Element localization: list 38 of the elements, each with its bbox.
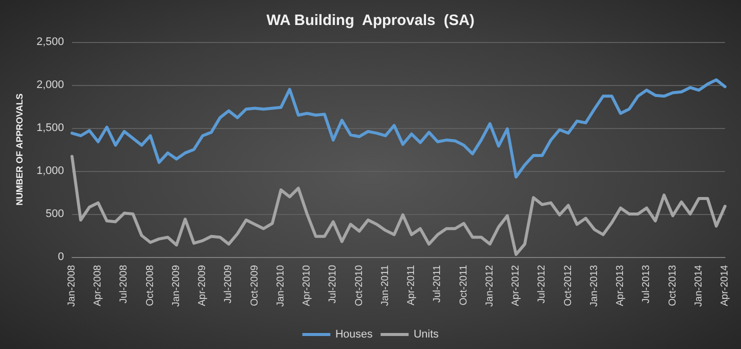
x-tick-label: Jul-2010 [328,264,339,304]
y-tick-label: 2,500 [36,36,64,48]
x-tick-label: Jul-2011 [432,264,444,303]
x-tick-label: Jul-2013 [641,264,652,304]
x-tick-label: Jan-2013 [588,264,600,307]
x-tick-label: Jul-2009 [223,264,234,304]
x-tick-label: Jan-2010 [275,264,286,307]
x-tick-label: Jul-2008 [118,264,130,304]
x-tick-label: Apr-2010 [302,264,313,306]
line-series [70,154,726,256]
legend-label: Houses [335,328,374,340]
x-tick-label: Apr-2013 [615,264,626,306]
y-tick-label: 500 [46,208,64,220]
x-tick-label: Oct-2008 [144,264,156,306]
y-tick-label: 1,500 [36,122,64,134]
y-tick-label: 0 [58,251,64,263]
x-tick-label: Apr-2011 [406,264,418,306]
line-series [70,78,726,179]
x-tick-label: Jan-2014 [693,264,704,307]
x-tick-label: Apr-2014 [720,264,730,306]
chart-title: WA Building Approvals (SA) [266,12,475,29]
x-tick-label: Jan-2011 [380,264,391,306]
y-tick-label: 1,000 [36,165,64,177]
x-tick-label: Jan-2008 [66,264,78,307]
x-tick-label: Oct-2011 [458,264,470,306]
legend-label: Units [414,328,440,340]
x-tick-label: Jan-2009 [170,264,182,307]
x-tick-label: Apr-2012 [510,264,522,306]
y-tick-label: 2,000 [36,79,64,91]
x-tick-label: Jul-2012 [536,264,548,304]
x-tick-label: Oct-2010 [354,264,365,306]
x-tick-label: Apr-2009 [197,264,208,306]
x-tick-label: Oct-2012 [562,264,574,306]
x-tick-label: Jan-2012 [484,264,496,307]
y-axis-title: NUMBER OF APPROVALS [14,93,24,206]
x-tick-label: Oct-2013 [667,264,678,306]
x-tick-label: Oct-2009 [249,264,260,306]
x-tick-label: Apr-2008 [92,264,104,306]
